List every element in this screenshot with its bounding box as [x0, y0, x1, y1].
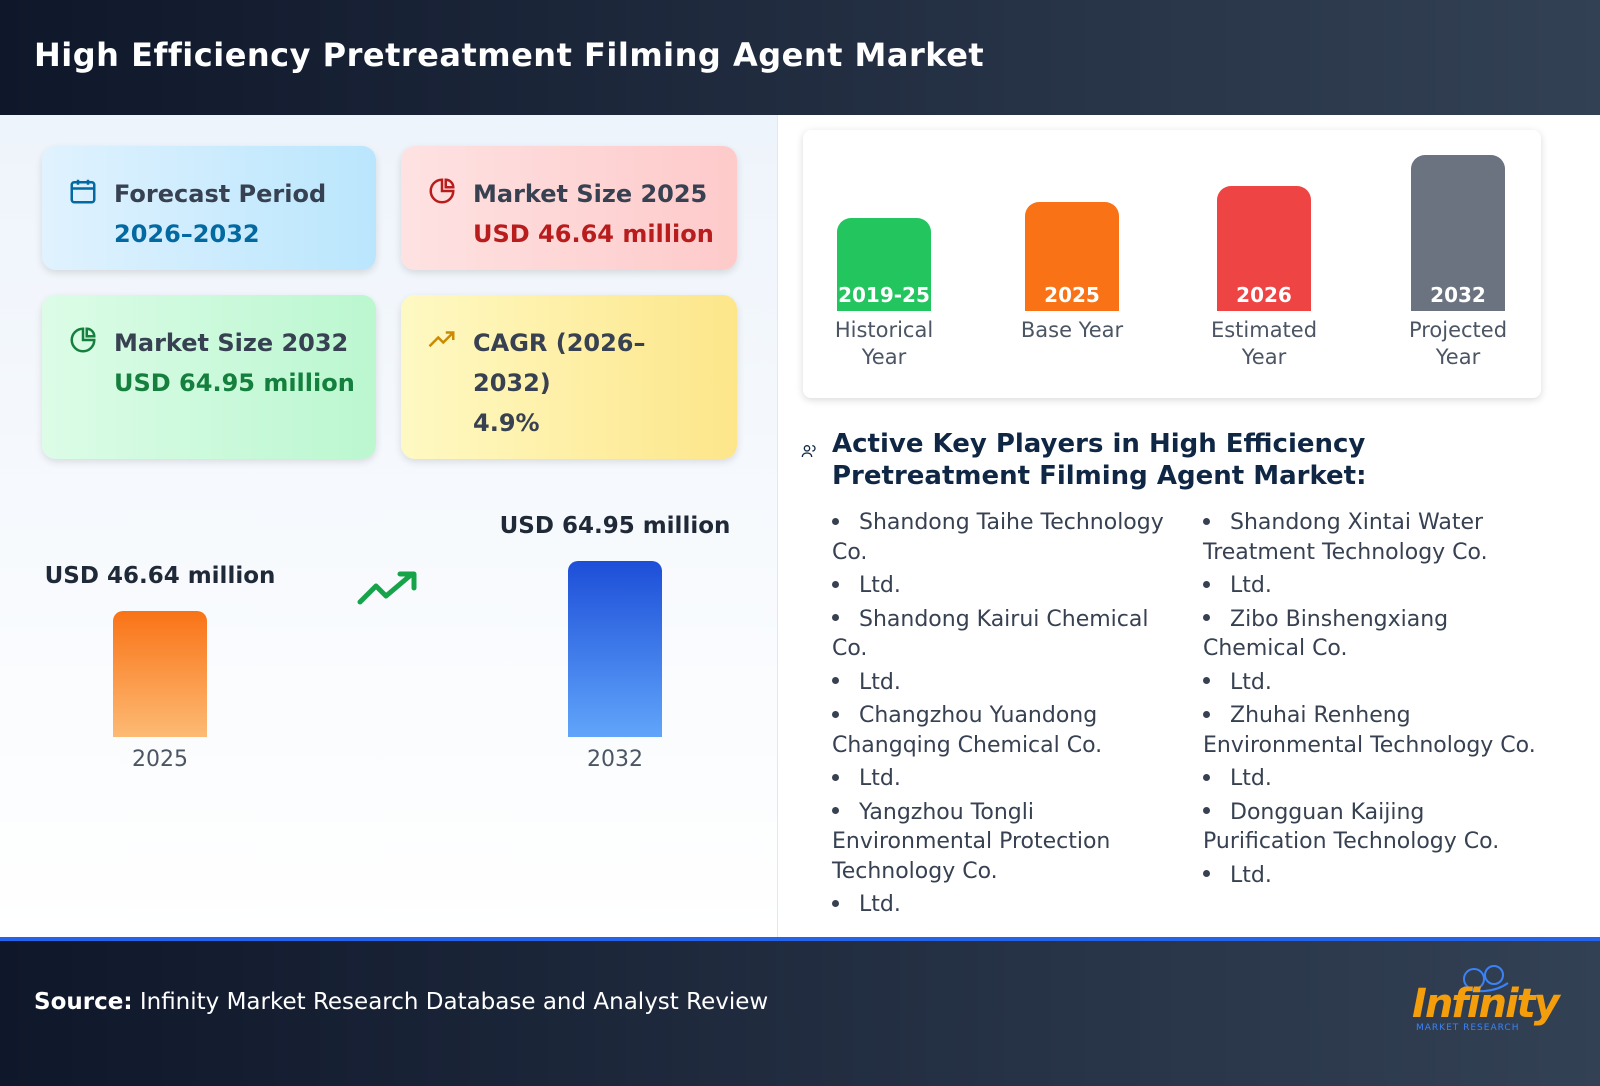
player: Dongguan Kaijing Purification Technology… — [1203, 798, 1543, 857]
player: Shandong Xintai Water Treatment Technolo… — [1203, 508, 1543, 567]
player: Ltd. — [832, 890, 1172, 920]
comparison-chart: USD 46.64 million 2025 USD 64.95 million 20… — [0, 500, 778, 790]
player: Ltd. — [832, 668, 1172, 698]
icon — [428, 331, 455, 348]
card: Forecast Period 2026–2032 — [42, 146, 376, 270]
icon — [429, 178, 455, 204]
card: Market Size 2032 USD 64.95 million — [42, 295, 376, 459]
card: CAGR (2026–2032) 4.9% — [401, 295, 737, 459]
card: Market Size 2025 USD 46.64 million — [401, 146, 737, 270]
card-value: 4.9% — [473, 409, 540, 437]
bar — [113, 610, 207, 737]
source-label: Source: — [34, 989, 133, 1015]
trend-arrow — [357, 571, 417, 605]
bar-year: 2025 — [132, 747, 188, 772]
player: Shandong Taihe Technology Co. — [832, 508, 1172, 567]
timeline-label: Projected Year — [1408, 318, 1508, 369]
player: Shandong Kairui Chemical Co. — [832, 605, 1172, 664]
icon — [801, 445, 816, 458]
title: High Efficiency Pretreatment Filming Age… — [34, 36, 985, 74]
bar-year: 2032 — [587, 747, 643, 772]
player: Changzhou Yuandong Changqing Chemical Co… — [832, 701, 1172, 760]
player: Ltd. — [1203, 668, 1543, 698]
card-value: USD 64.95 million — [114, 369, 355, 397]
timeline-bar: 2026 — [1217, 186, 1311, 311]
source-text: Infinity Market Research Database and An… — [139, 989, 769, 1015]
icon — [70, 179, 96, 204]
player: Yangzhou Tongli Environmental Protection… — [832, 798, 1172, 887]
players-list: Shandong Taihe Technology Co. Ltd. Shandon… — [832, 508, 1172, 924]
timeline-panel: 2019-25 Historical Year 2025 Base Year 2026 E… — [803, 130, 1541, 398]
card-label: CAGR (2026–2032) — [473, 329, 646, 397]
player: Ltd. — [1203, 571, 1543, 601]
card-label: Forecast Period — [114, 180, 327, 208]
card-value: 2026–2032 — [114, 220, 260, 248]
player: Ltd. — [832, 571, 1172, 601]
timeline-label: Base Year — [1020, 318, 1124, 342]
players-list: Shandong Xintai Water Treatment Technolo… — [1203, 508, 1543, 894]
player: Zibo Binshengxiang Chemical Co. — [1203, 605, 1543, 664]
player: Zhuhai Renheng Environmental Technology … — [1203, 701, 1543, 760]
timeline-bar: 2019-25 — [837, 218, 931, 311]
logo-icon — [1463, 965, 1509, 993]
card-label: Market Size 2032 — [114, 329, 349, 357]
logo: Infinity — [1412, 981, 1560, 1027]
card-value: USD 46.64 million — [473, 220, 714, 248]
timeline-label: Estimated Year — [1210, 318, 1318, 369]
timeline-bar: 2025 — [1025, 202, 1119, 311]
logo-sub: MARKET RESEARCH — [1416, 1023, 1520, 1033]
header: High Efficiency Pretreatment Filming Age… — [0, 0, 1600, 115]
card-label: Market Size 2025 — [473, 180, 708, 208]
bar — [568, 561, 662, 737]
player: Ltd. — [1203, 764, 1543, 794]
icon — [70, 327, 96, 353]
timeline-bar: 2032 — [1411, 155, 1505, 311]
players-title: Active Key Players in High Efficiency Pr… — [832, 429, 1367, 491]
player: Ltd. — [832, 764, 1172, 794]
bar-label: USD 64.95 million — [499, 513, 731, 539]
player: Ltd. — [1203, 861, 1543, 891]
timeline-label: Historical Year — [834, 318, 934, 369]
source: Source: Infinity Market Research Databas… — [34, 989, 768, 1015]
footer: Source: Infinity Market Research Databas… — [0, 937, 1600, 1086]
bar-label: USD 46.64 million — [44, 562, 276, 589]
